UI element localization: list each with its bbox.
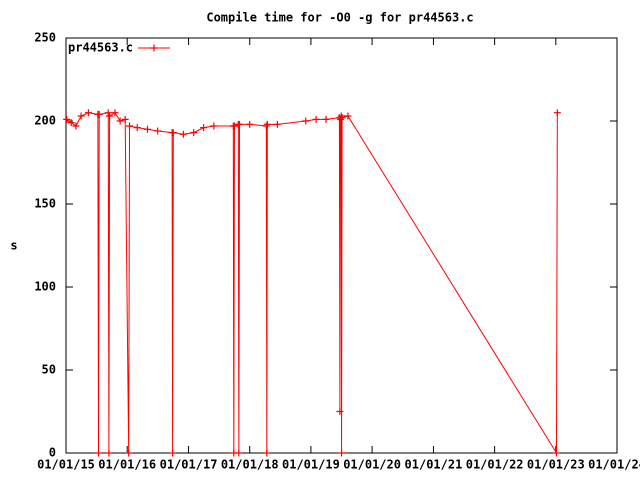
y-tick-label: 250 xyxy=(34,31,56,45)
point xyxy=(235,120,243,128)
legend-label: pr44563.c xyxy=(68,41,133,55)
x-tick-label: 01/01/21 xyxy=(405,458,463,472)
point xyxy=(169,129,177,137)
x-tick-label: 01/01/16 xyxy=(98,458,156,472)
point xyxy=(77,112,85,120)
point xyxy=(262,122,270,130)
chart-title: Compile time for -O0 -g for pr44563.c xyxy=(206,11,473,25)
x-tick-label: 01/01/17 xyxy=(160,458,218,472)
point xyxy=(67,119,75,127)
point xyxy=(84,109,92,117)
point xyxy=(105,449,113,457)
point xyxy=(246,120,254,128)
y-tick-label: 0 xyxy=(49,446,56,460)
point xyxy=(302,117,310,125)
x-tick-label: 01/01/22 xyxy=(466,458,524,472)
x-tick-label: 01/01/18 xyxy=(221,458,279,472)
point xyxy=(133,124,141,132)
x-tick-label: 01/01/19 xyxy=(282,458,340,472)
point xyxy=(190,129,198,137)
point xyxy=(154,127,162,135)
y-axis-label: s xyxy=(10,239,17,253)
point xyxy=(106,112,114,120)
point xyxy=(210,122,218,130)
point xyxy=(344,112,352,120)
y-tick-label: 200 xyxy=(34,114,56,128)
x-tick-label: 01/01/24 xyxy=(588,458,640,472)
x-tick-label: 01/01/15 xyxy=(37,458,95,472)
point xyxy=(312,115,320,123)
point xyxy=(263,449,271,457)
point xyxy=(235,449,243,457)
point xyxy=(336,408,344,415)
point xyxy=(179,130,187,138)
point xyxy=(104,109,112,117)
point xyxy=(116,117,124,125)
point xyxy=(337,112,345,120)
y-tick-label: 100 xyxy=(34,280,56,294)
point xyxy=(72,122,80,130)
point xyxy=(200,124,208,132)
point xyxy=(126,122,134,130)
point xyxy=(95,449,103,457)
point xyxy=(111,109,119,117)
point xyxy=(552,449,560,457)
point xyxy=(63,115,71,123)
point xyxy=(338,449,346,457)
point xyxy=(125,449,133,457)
point xyxy=(338,114,346,122)
x-tick-label: 01/01/20 xyxy=(343,458,401,472)
point xyxy=(230,122,238,130)
point xyxy=(169,449,177,457)
x-tick-label: 01/01/23 xyxy=(527,458,585,472)
point xyxy=(322,115,330,123)
y-tick-label: 150 xyxy=(34,197,56,211)
point xyxy=(553,109,561,117)
y-tick-label: 50 xyxy=(42,363,56,377)
point xyxy=(263,120,271,128)
point xyxy=(336,115,344,123)
point xyxy=(143,125,151,133)
point xyxy=(273,120,281,128)
point xyxy=(95,110,103,118)
point xyxy=(121,115,129,123)
legend-marker xyxy=(150,44,158,52)
